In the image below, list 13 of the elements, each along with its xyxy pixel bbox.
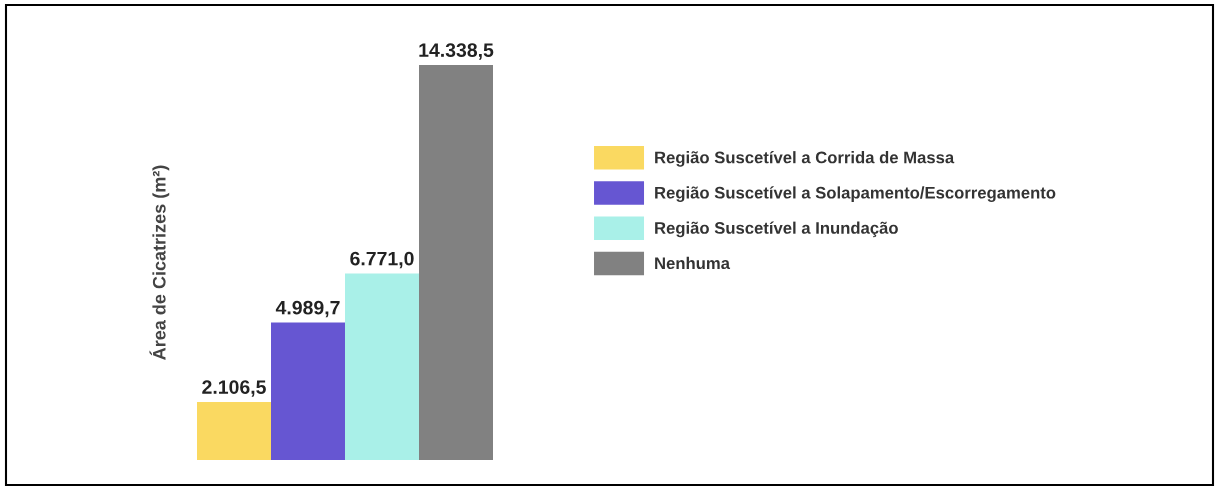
bar (345, 273, 419, 460)
bar (197, 401, 271, 460)
data-label: 14.338,5 (419, 43, 494, 60)
legend-label: Região Suscetível a Inundação (655, 221, 898, 238)
legend-label: Região Suscetível a Corrida de Massa (655, 150, 955, 167)
data-label: 6.771,0 (350, 251, 414, 269)
bar (271, 322, 345, 460)
legend-label: Nenhuma (655, 256, 731, 270)
legend-label: Região Suscetível a Solapamento/Escorregamento (655, 186, 1056, 202)
data-label: 4.989,7 (275, 300, 340, 318)
y-axis-title: Área de Cicatrizes (m²) (149, 165, 170, 360)
data-label: 2.106,5 (202, 380, 266, 397)
bar (419, 65, 493, 460)
